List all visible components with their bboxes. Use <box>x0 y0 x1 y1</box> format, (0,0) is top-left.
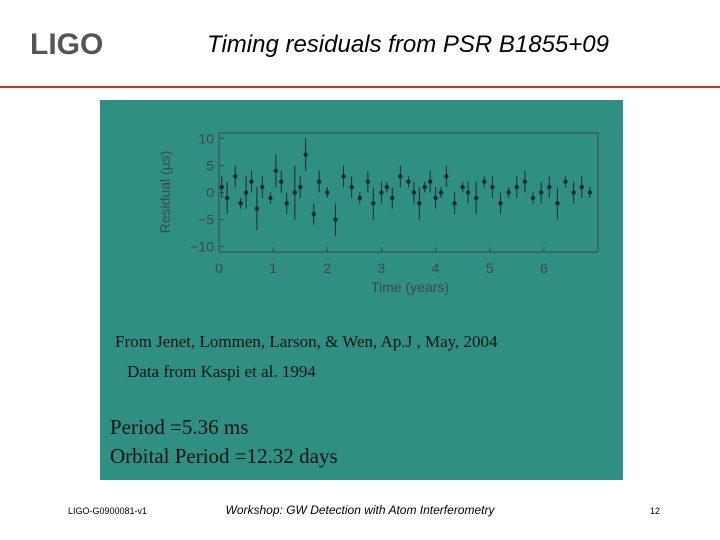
point <box>538 190 544 195</box>
doc-id: LIGO-G0900081-v1 <box>68 506 147 516</box>
point <box>233 174 238 179</box>
x-tick-label: 4 <box>432 260 440 276</box>
point <box>316 179 322 184</box>
point <box>390 195 395 201</box>
point <box>365 179 371 184</box>
x-tick-label: 0 <box>215 260 223 276</box>
slide-title: Timing residuals from PSR B1855+09 <box>207 31 609 58</box>
figure-panel <box>100 100 623 480</box>
point <box>547 184 552 190</box>
point <box>333 217 338 222</box>
orbital-note: Orbital Period =12.32 days <box>110 444 338 468</box>
point <box>433 195 438 201</box>
point <box>273 168 279 174</box>
point <box>490 184 495 190</box>
point <box>292 190 297 195</box>
point <box>249 179 254 184</box>
point <box>341 174 346 179</box>
point <box>514 184 519 190</box>
data-note: Data from Kaspi et al. 1994 <box>127 362 316 381</box>
point <box>311 211 316 217</box>
point <box>522 179 528 184</box>
point <box>571 190 576 195</box>
point <box>555 201 560 206</box>
point <box>224 195 230 201</box>
point <box>379 190 384 195</box>
point <box>371 201 376 206</box>
point <box>406 179 411 184</box>
y-tick-label: −5 <box>198 212 214 228</box>
point <box>219 184 224 190</box>
point <box>498 201 503 206</box>
page-number: 12 <box>650 506 660 516</box>
point <box>530 195 536 201</box>
point <box>349 184 354 190</box>
point <box>427 179 433 184</box>
point <box>417 201 422 206</box>
point <box>243 190 249 195</box>
y-tick-label: 5 <box>206 157 214 173</box>
point <box>298 184 303 190</box>
point <box>465 190 471 195</box>
point <box>238 201 243 206</box>
y-tick-label: −10 <box>190 239 214 255</box>
x-axis-label: Time (years) <box>371 279 449 295</box>
logo: LIGO <box>30 28 103 61</box>
point <box>587 190 593 195</box>
event: Workshop: GW Detection with Atom Interfe… <box>226 503 496 517</box>
point <box>563 179 568 184</box>
point <box>398 174 403 179</box>
point <box>460 184 465 190</box>
point <box>444 174 449 179</box>
point <box>422 184 427 190</box>
point <box>452 201 457 206</box>
point <box>506 190 511 195</box>
point <box>438 190 444 195</box>
point <box>482 179 487 184</box>
point <box>254 206 260 211</box>
point <box>411 190 417 195</box>
point <box>279 179 284 184</box>
point <box>268 195 273 201</box>
point <box>284 201 289 206</box>
x-tick-label: 5 <box>486 260 494 276</box>
point <box>303 152 308 157</box>
x-tick-label: 6 <box>540 260 548 276</box>
point <box>579 184 584 190</box>
point <box>384 184 390 190</box>
source-note: From Jenet, Lommen, Larson, & Wen, Ap.J … <box>115 332 498 351</box>
x-tick-label: 3 <box>378 260 386 276</box>
y-tick-label: 0 <box>206 185 214 201</box>
x-tick-label: 1 <box>269 260 277 276</box>
plot: 0 1 2 3 4 5 6 10 5 0 −5 −10 <box>190 130 593 276</box>
point <box>473 195 479 201</box>
point <box>357 195 362 201</box>
period-note: Period =5.36 ms <box>110 415 248 439</box>
y-tick-label: 10 <box>198 130 214 146</box>
x-tick-label: 2 <box>323 260 331 276</box>
point <box>325 190 330 195</box>
y-axis-label: Residual (μs) <box>157 151 173 234</box>
point <box>260 184 265 190</box>
